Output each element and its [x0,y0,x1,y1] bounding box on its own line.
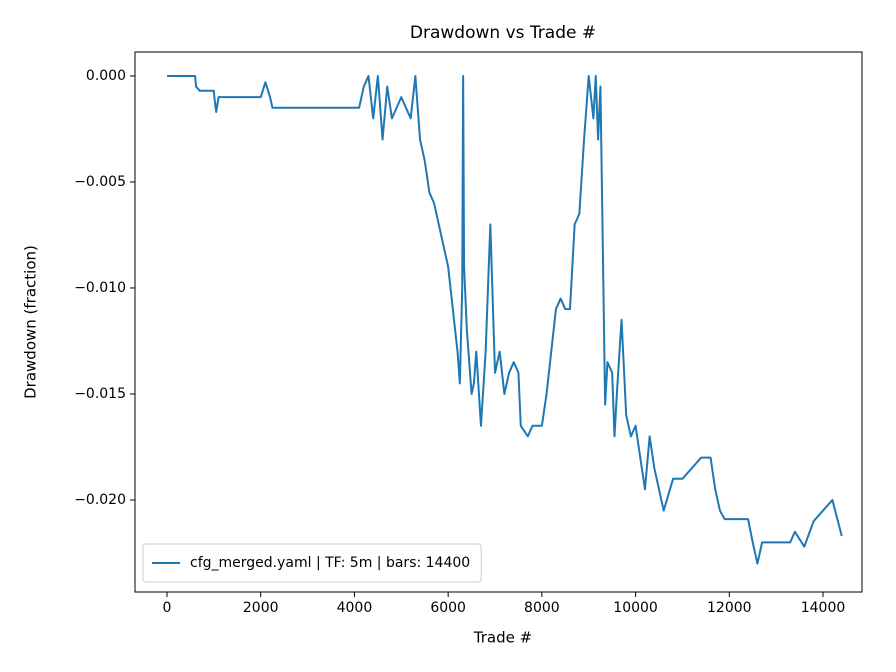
plot-frame [134,51,863,593]
x-tick-label: 12000 [707,600,752,616]
x-tick-label: 4000 [337,600,373,616]
x-tick-label: 6000 [430,600,466,616]
y-tick-label: −0.020 [74,492,126,508]
chart-title: Drawdown vs Trade # [410,23,596,43]
x-tick-label: 8000 [524,600,560,616]
x-tick-label: 10000 [613,600,658,616]
y-tick-label: −0.010 [74,280,126,296]
y-tick-label: −0.015 [74,386,126,402]
x-axis-label: Trade # [473,629,532,647]
x-tick-label: 14000 [801,600,846,616]
x-tick-label: 0 [163,600,172,616]
x-tick-label: 2000 [243,600,279,616]
line-series [167,74,843,565]
y-tick-label: −0.005 [74,174,126,190]
legend-label: cfg_merged.yaml | TF: 5m | bars: 14400 [190,555,470,571]
y-axis-label: Drawdown (fraction) [22,245,40,399]
y-tick-label: 0.000 [86,68,126,84]
legend-box [142,543,482,583]
